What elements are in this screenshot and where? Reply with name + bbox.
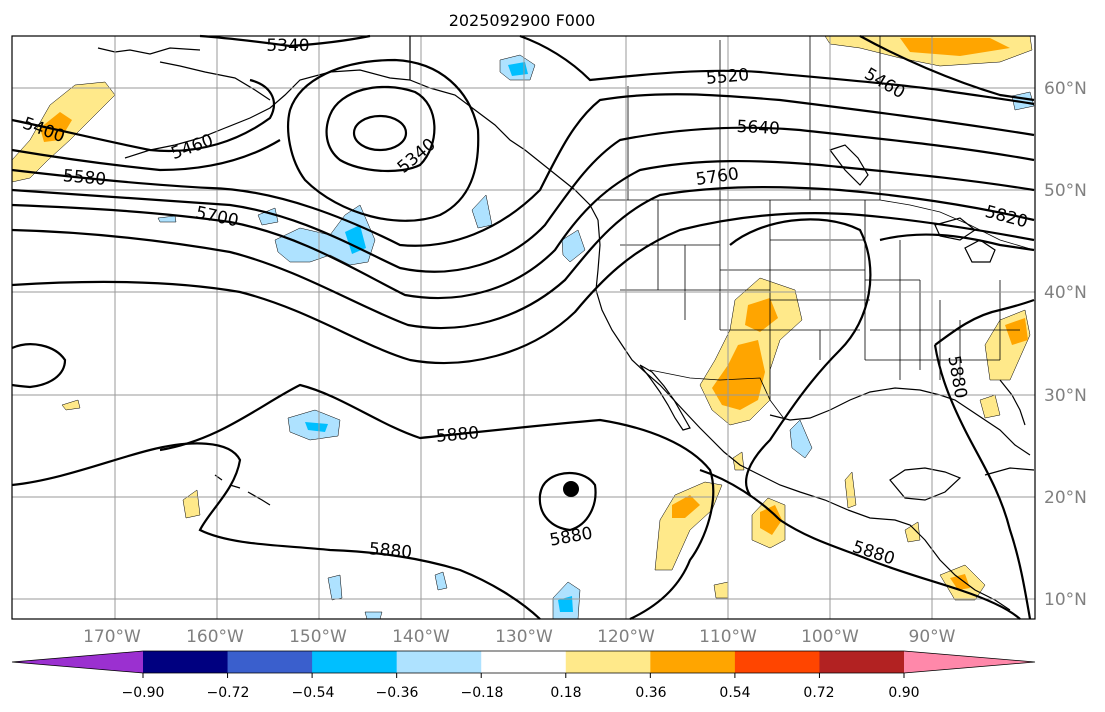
colorbar-ticks: −0.90 −0.72 −0.54 −0.36 −0.18 0.18 0.36 …	[122, 685, 920, 701]
contour-label: 5580	[62, 166, 107, 190]
lat-label: 60°N	[1044, 79, 1087, 99]
colorbar-extend-low	[12, 651, 143, 673]
lat-label: 30°N	[1044, 386, 1087, 406]
colorbar-segment	[312, 651, 398, 673]
lat-label: 50°N	[1044, 181, 1087, 201]
lon-axis-labels: 170°W 160°W 150°W 140°W 130°W 120°W 110°…	[83, 627, 956, 647]
colorbar-tick-label: 0.54	[719, 685, 750, 701]
lon-label: 130°W	[495, 627, 553, 647]
lon-label: 110°W	[699, 627, 757, 647]
colorbar-segment	[734, 651, 820, 673]
colorbar-segment	[143, 651, 229, 673]
colorbar-extend-high	[904, 651, 1035, 673]
contour-label: 5640	[736, 117, 780, 139]
lon-label: 170°W	[83, 627, 141, 647]
colorbar-tick-label: −0.54	[292, 685, 335, 701]
height-contours	[11, 34, 1035, 620]
colorbar-segment	[565, 651, 651, 673]
lon-label: 140°W	[392, 627, 450, 647]
colorbar-tick-label: −0.72	[207, 685, 250, 701]
lat-axis-labels: 60°N 50°N 40°N 30°N 20°N 10°N	[1044, 79, 1087, 610]
contour-label: 5880	[368, 539, 413, 563]
colorbar-tick-label: −0.36	[376, 685, 419, 701]
colorbar-segment	[481, 651, 567, 673]
colorbar-segment	[396, 651, 482, 673]
map-panel: 5340 5340 5400 5460 5460 5520 5580 5640 …	[11, 34, 1036, 620]
lon-label: 100°W	[801, 627, 859, 647]
lat-label: 40°N	[1044, 283, 1087, 303]
colorbar-tick-label: 0.90	[888, 685, 919, 701]
gridlines	[12, 36, 1035, 619]
contour-label: 5880	[435, 423, 480, 447]
lon-label: 150°W	[289, 627, 347, 647]
lon-label: 90°W	[909, 627, 956, 647]
colorbar-segments	[11, 650, 1036, 678]
colorbar-tick-label: 0.18	[550, 685, 581, 701]
contour-label: 5340	[266, 36, 309, 56]
colorbar-segment	[650, 651, 736, 673]
colorbar-tick-label: −0.18	[461, 685, 504, 701]
colorbar: −0.90 −0.72 −0.54 −0.36 −0.18 0.18 0.36 …	[11, 650, 1036, 701]
colorbar-tick-label: 0.36	[635, 685, 666, 701]
colorbar-tick-label: 0.72	[803, 685, 834, 701]
contour-label: 5520	[705, 65, 750, 89]
colorbar-tick-label: −0.90	[122, 685, 165, 701]
lon-label: 120°W	[597, 627, 655, 647]
lat-label: 20°N	[1044, 488, 1087, 508]
lon-label: 160°W	[186, 627, 244, 647]
map-frame	[11, 35, 1036, 620]
map-title: 2025092900 F000	[449, 11, 596, 30]
lat-label: 10°N	[1044, 590, 1087, 610]
storm-marker	[563, 481, 579, 497]
colorbar-segment	[227, 651, 313, 673]
colorbar-segment	[819, 651, 905, 673]
